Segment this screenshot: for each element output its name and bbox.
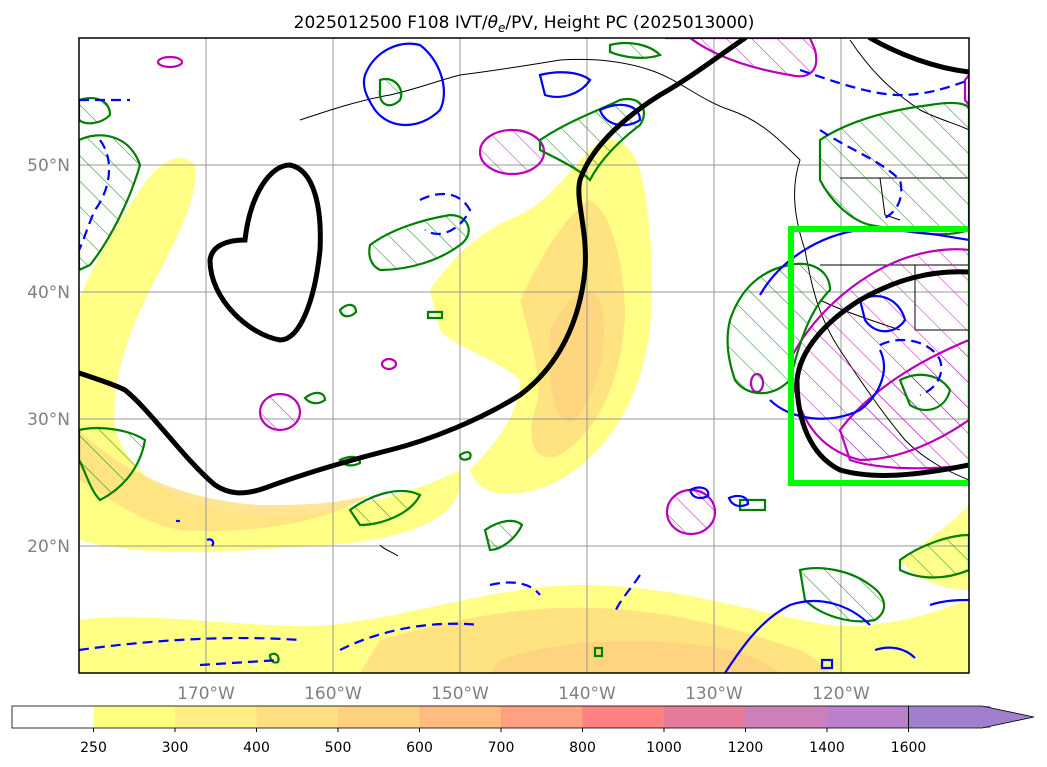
colorbar-segment (582, 706, 665, 728)
colorbar-tick-label: 250 (80, 740, 107, 756)
height-contours (79, 38, 969, 496)
pv-green-contours (79, 41, 969, 664)
lat-tick-label: 50°N (27, 156, 70, 176)
colorbar-tick-label: 500 (325, 740, 352, 756)
colorbar-segment (501, 706, 583, 728)
colorbar-tick-label: 400 (243, 740, 270, 756)
lon-tick-label: 140°W (558, 684, 616, 704)
colorbar-tick-label: 1600 (891, 740, 927, 756)
colorbar-segment (664, 706, 746, 728)
ivt-southern-core-2 (490, 640, 780, 673)
lon-tick-labels: 170°W 160°W 150°W 140°W 130°W 120°W (177, 684, 870, 704)
colorbar-tick-label: 1200 (728, 740, 764, 756)
figure-title: 2025012500 F108 IVT/θe/PV, Height PC (20… (294, 13, 755, 35)
colorbar-segment (338, 706, 420, 728)
colorbar: 250 300 400 500 600 700 800 1000 1200 1400 1600 (11, 705, 1035, 756)
map-panel[interactable] (79, 38, 971, 673)
map-border (78, 37, 970, 674)
lat-tick-labels: 50°N 40°N 30°N 20°N (27, 156, 70, 557)
lon-tick-label: 130°W (685, 684, 743, 704)
colorbar-tick-label: 700 (488, 740, 515, 756)
colorbar-tick-label: 300 (162, 740, 189, 756)
colorbar-extend-arrow (908, 705, 1035, 729)
lat-tick-label: 30°N (27, 410, 70, 430)
colorbar-segment (827, 706, 909, 728)
region-box (788, 226, 969, 486)
colorbar-tick-label: 800 (569, 740, 596, 756)
colorbar-segment (745, 706, 828, 728)
lon-tick-label: 120°W (812, 684, 870, 704)
colorbar-segment (175, 706, 257, 728)
lat-tick-label: 40°N (27, 283, 70, 303)
colorbar-segment (419, 706, 502, 728)
ivt-western-arc (79, 158, 461, 552)
ivt-western-arc-core (79, 430, 370, 531)
lon-tick-label: 150°W (431, 684, 489, 704)
colorbar-tick-label: 1000 (646, 740, 682, 756)
lon-tick-label: 160°W (304, 684, 362, 704)
lat-tick-label: 20°N (27, 537, 70, 557)
colorbar-tick-label: 600 (406, 740, 433, 756)
colorbar-tick-label: 1400 (809, 740, 845, 756)
colorbar-outline (11, 705, 909, 729)
colorbar-segment (12, 706, 94, 728)
colorbar-segment (93, 706, 176, 728)
ivt-central-core-2 (550, 291, 604, 422)
lon-tick-label: 170°W (177, 684, 235, 704)
colorbar-segment (256, 706, 339, 728)
